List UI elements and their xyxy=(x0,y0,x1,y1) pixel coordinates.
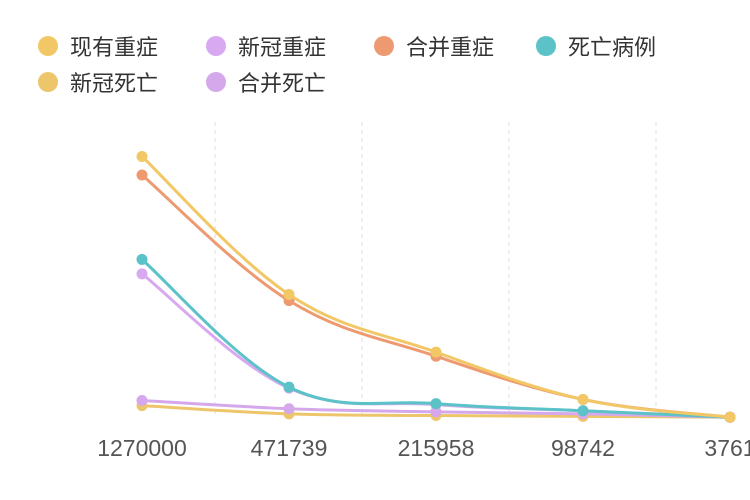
legend-label: 死亡病例 xyxy=(568,36,657,61)
legend-marker xyxy=(38,36,58,56)
legend-item[interactable]: 新冠重症 xyxy=(206,30,326,62)
data-point xyxy=(430,346,442,358)
data-point xyxy=(283,288,295,300)
data-point xyxy=(136,394,148,406)
series-line xyxy=(140,257,732,419)
legend-label: 新冠重症 xyxy=(238,36,327,61)
x-tick-label: 471739 xyxy=(251,435,328,461)
legend-label: 合并死亡 xyxy=(238,72,327,97)
legend-item[interactable]: 新冠死亡 xyxy=(38,66,158,98)
legend-marker xyxy=(374,36,394,56)
data-point xyxy=(136,268,148,280)
x-tick-label: 215958 xyxy=(398,435,475,461)
data-point xyxy=(136,169,148,181)
series-line xyxy=(140,154,732,419)
data-point xyxy=(283,381,295,393)
data-point xyxy=(430,398,442,410)
legend-item[interactable]: 合并死亡 xyxy=(206,66,326,98)
legend-item[interactable]: 死亡病例 xyxy=(536,30,656,62)
data-point xyxy=(577,393,589,405)
data-point xyxy=(283,403,295,415)
x-tick-label: 98742 xyxy=(551,435,615,461)
data-point xyxy=(136,150,148,162)
x-tick-label: 1270000 xyxy=(97,435,187,461)
series-line xyxy=(140,173,732,419)
legend-marker xyxy=(38,72,58,92)
legend-marker xyxy=(206,72,226,92)
legend-label: 新冠死亡 xyxy=(70,72,159,97)
legend-marker xyxy=(206,36,226,56)
legend-item[interactable]: 现有重症 xyxy=(38,30,158,62)
data-point xyxy=(136,253,148,265)
legend-item[interactable]: 合并重症 xyxy=(374,30,494,62)
legend-marker xyxy=(536,36,556,56)
data-point xyxy=(577,405,589,417)
x-tick-label: 3761 xyxy=(704,435,750,461)
data-point xyxy=(724,411,736,423)
legend-label: 合并重症 xyxy=(406,36,495,61)
legend-label: 现有重症 xyxy=(70,36,159,61)
